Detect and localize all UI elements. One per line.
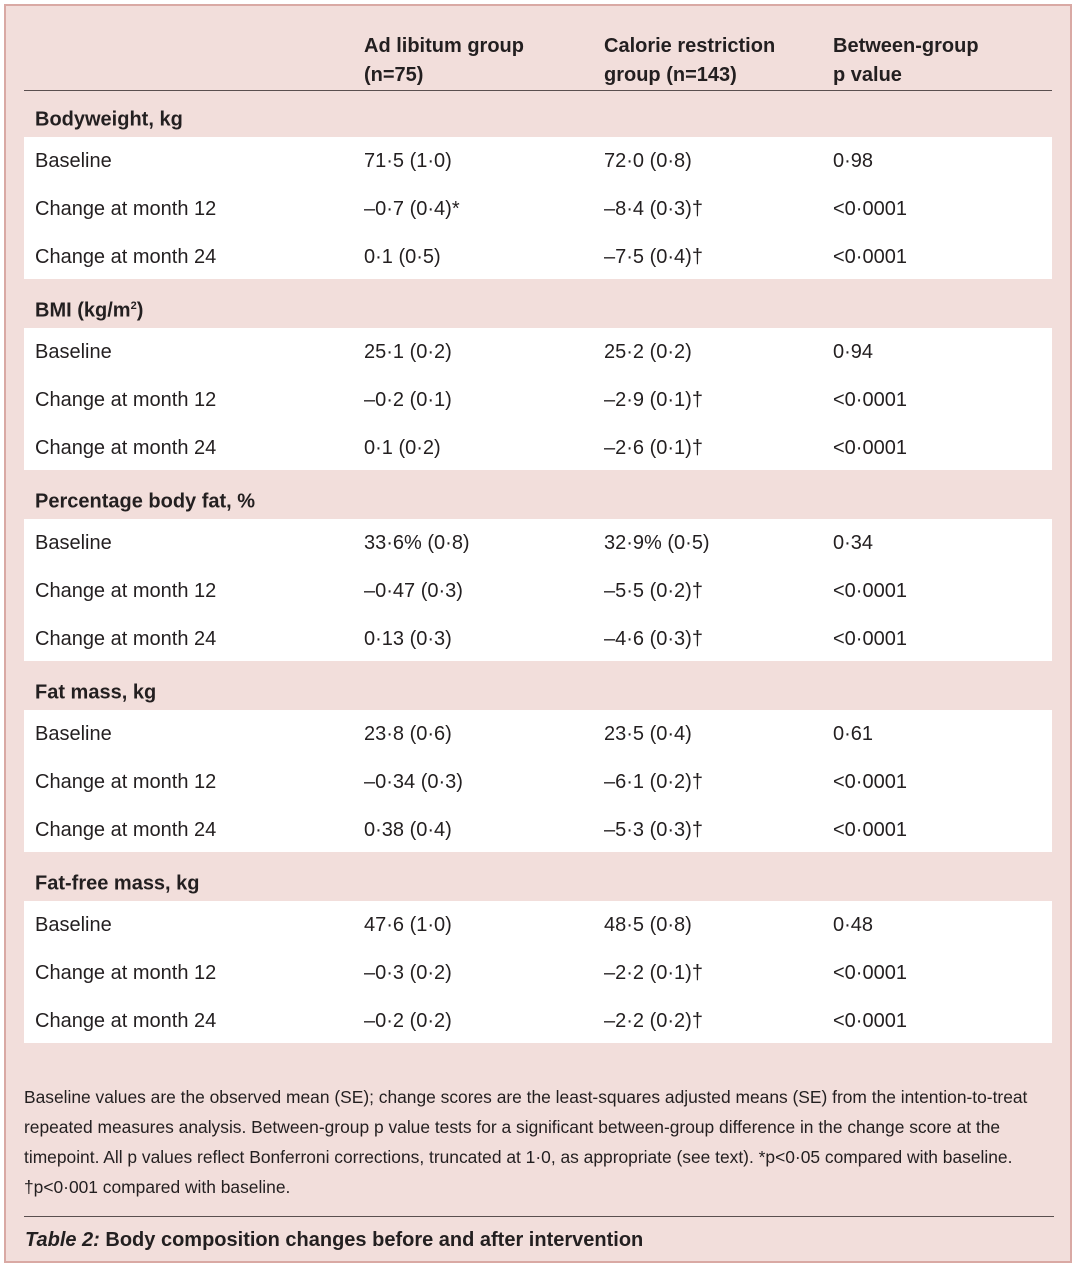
- calorie-restriction-value: –5·5 (0·2)†: [604, 580, 703, 602]
- ad-libitum-value: 47·6 (1·0): [364, 914, 452, 936]
- ad-libitum-value: 0·13 (0·3): [364, 628, 452, 650]
- p-value: 0·61: [833, 723, 874, 745]
- row-label: Change at month 24: [35, 819, 217, 841]
- table-row: Change at month 24 –0·2 (0·2) –2·2 (0·2)…: [24, 997, 1052, 1045]
- calorie-restriction-value: 72·0 (0·8): [604, 150, 692, 172]
- section-title: Fat mass, kg: [35, 681, 157, 704]
- ad-libitum-value: 0·1 (0·2): [364, 437, 441, 459]
- calorie-restriction-value: –7·5 (0·4)†: [604, 246, 703, 268]
- table-row: Change at month 24 0·13 (0·3) –4·6 (0·3)…: [24, 615, 1052, 663]
- ad-libitum-value: –0·47 (0·3): [364, 580, 463, 602]
- p-value: <0·0001: [833, 246, 907, 268]
- calorie-restriction-value: –2·9 (0·1)†: [604, 389, 703, 411]
- section-rows: Baseline 71·5 (1·0) 72·0 (0·8) 0·98 Chan…: [24, 137, 1052, 279]
- ad-libitum-value: 33·6% (0·8): [364, 532, 470, 554]
- table-row: Baseline 33·6% (0·8) 32·9% (0·5) 0·34: [24, 519, 1052, 567]
- row-label: Baseline: [35, 914, 112, 936]
- calorie-restriction-value: –5·3 (0·3)†: [604, 819, 703, 841]
- section-title: Fat-free mass, kg: [35, 872, 200, 895]
- table-row: Baseline 23·8 (0·6) 23·5 (0·4) 0·61: [24, 710, 1052, 758]
- calorie-restriction-value: –2·2 (0·1)†: [604, 962, 703, 984]
- row-label: Baseline: [35, 150, 112, 172]
- table-row: Change at month 24 0·38 (0·4) –5·3 (0·3)…: [24, 806, 1052, 854]
- p-value: <0·0001: [833, 580, 907, 602]
- calorie-restriction-value: –2·2 (0·2)†: [604, 1010, 703, 1032]
- section-rows: Baseline 23·8 (0·6) 23·5 (0·4) 0·61 Chan…: [24, 710, 1052, 852]
- table-caption: Table 2: Body composition changes before…: [25, 1226, 643, 1254]
- ad-libitum-value: –0·3 (0·2): [364, 962, 452, 984]
- row-label: Baseline: [35, 532, 112, 554]
- p-value: <0·0001: [833, 1010, 907, 1032]
- column-header-calorie-restriction: Calorie restriction group (n=143): [604, 35, 776, 86]
- calorie-restriction-value: –6·1 (0·2)†: [604, 771, 703, 793]
- row-label: Baseline: [35, 723, 112, 745]
- table-row: Change at month 12 –0·3 (0·2) –2·2 (0·1)…: [24, 949, 1052, 997]
- section-title: Bodyweight, kg: [35, 108, 183, 131]
- p-value: <0·0001: [833, 962, 907, 984]
- row-label: Change at month 12: [35, 198, 217, 220]
- table-row: Change at month 12 –0·47 (0·3) –5·5 (0·2…: [24, 567, 1052, 615]
- p-value: <0·0001: [833, 198, 907, 220]
- row-label: Change at month 24: [35, 1010, 217, 1032]
- p-value: 0·48: [833, 914, 874, 936]
- ad-libitum-value: –0·7 (0·4)*: [364, 198, 460, 220]
- row-label: Change at month 12: [35, 389, 217, 411]
- calorie-restriction-value: 32·9% (0·5): [604, 532, 710, 554]
- calorie-restriction-value: 48·5 (0·8): [604, 914, 692, 936]
- section-title: Percentage body fat, %: [35, 490, 256, 513]
- section-rows: Baseline 33·6% (0·8) 32·9% (0·5) 0·34 Ch…: [24, 519, 1052, 661]
- row-label: Change at month 24: [35, 246, 217, 268]
- section-rows: Baseline 25·1 (0·2) 25·2 (0·2) 0·94 Chan…: [24, 328, 1052, 470]
- p-value: 0·94: [833, 341, 874, 363]
- p-value: <0·0001: [833, 389, 907, 411]
- ad-libitum-value: –0·2 (0·1): [364, 389, 452, 411]
- ad-libitum-value: 23·8 (0·6): [364, 723, 452, 745]
- p-value: <0·0001: [833, 628, 907, 650]
- table-row: Change at month 12 –0·2 (0·1) –2·9 (0·1)…: [24, 376, 1052, 424]
- ad-libitum-value: –0·2 (0·2): [364, 1010, 452, 1032]
- table-panel: Ad libitum group (n=75) Calorie restrict…: [4, 4, 1072, 1263]
- table-footnote: Baseline values are the observed mean (S…: [24, 1087, 1028, 1197]
- table-row: Baseline 47·6 (1·0) 48·5 (0·8) 0·48: [24, 901, 1052, 949]
- table-row: Change at month 24 0·1 (0·5) –7·5 (0·4)†…: [24, 233, 1052, 281]
- p-value: <0·0001: [833, 819, 907, 841]
- footnote-divider: [24, 1216, 1054, 1217]
- ad-libitum-value: 25·1 (0·2): [364, 341, 452, 363]
- row-label: Change at month 12: [35, 962, 217, 984]
- table-row: Change at month 12 –0·34 (0·3) –6·1 (0·2…: [24, 758, 1052, 806]
- row-label: Change at month 24: [35, 437, 217, 459]
- ad-libitum-value: 71·5 (1·0): [364, 150, 452, 172]
- calorie-restriction-value: –4·6 (0·3)†: [604, 628, 703, 650]
- calorie-restriction-value: –2·6 (0·1)†: [604, 437, 703, 459]
- p-value: 0·98: [833, 150, 874, 172]
- section-rows: Baseline 47·6 (1·0) 48·5 (0·8) 0·48 Chan…: [24, 901, 1052, 1043]
- row-label: Change at month 12: [35, 580, 217, 602]
- p-value: <0·0001: [833, 771, 907, 793]
- section-title: BMI (kg/m2): [35, 299, 144, 322]
- ad-libitum-value: –0·34 (0·3): [364, 771, 463, 793]
- header-divider: [24, 90, 1052, 91]
- row-label: Baseline: [35, 341, 112, 363]
- calorie-restriction-value: 23·5 (0·4): [604, 723, 692, 745]
- ad-libitum-value: 0·1 (0·5): [364, 246, 441, 268]
- table-row: Baseline 71·5 (1·0) 72·0 (0·8) 0·98: [24, 137, 1052, 185]
- ad-libitum-value: 0·38 (0·4): [364, 819, 452, 841]
- p-value: <0·0001: [833, 437, 907, 459]
- table-row: Change at month 12 –0·7 (0·4)* –8·4 (0·3…: [24, 185, 1052, 233]
- row-label: Change at month 24: [35, 628, 217, 650]
- caption-text: Body composition changes before and afte…: [99, 1229, 644, 1251]
- calorie-restriction-value: 25·2 (0·2): [604, 341, 692, 363]
- table-row: Baseline 25·1 (0·2) 25·2 (0·2) 0·94: [24, 328, 1052, 376]
- table-row: Change at month 24 0·1 (0·2) –2·6 (0·1)†…: [24, 424, 1052, 472]
- row-label: Change at month 12: [35, 771, 217, 793]
- p-value: 0·34: [833, 532, 874, 554]
- column-header-p-value: Between-group p value: [833, 35, 979, 86]
- calorie-restriction-value: –8·4 (0·3)†: [604, 198, 703, 220]
- caption-label: Table 2:: [25, 1229, 100, 1251]
- column-header-ad-libitum: Ad libitum group (n=75): [364, 35, 524, 86]
